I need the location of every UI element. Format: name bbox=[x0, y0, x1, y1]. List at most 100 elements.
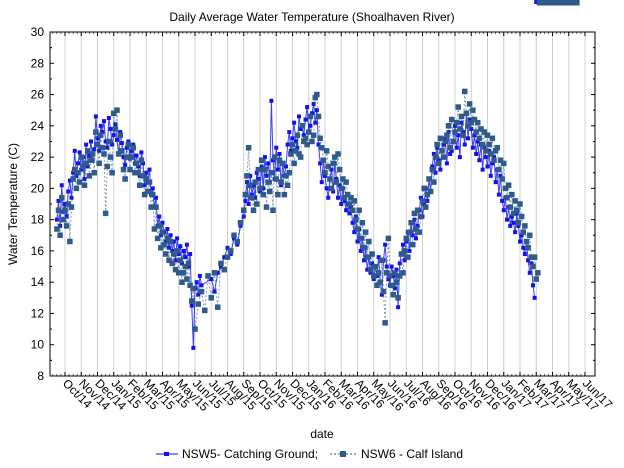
data-point bbox=[410, 241, 416, 248]
data-point bbox=[310, 111, 314, 116]
data-point bbox=[63, 202, 67, 206]
data-point bbox=[237, 220, 244, 226]
data-point bbox=[106, 116, 111, 120]
data-point bbox=[344, 208, 349, 213]
data-point bbox=[286, 169, 292, 176]
data-point bbox=[115, 137, 119, 142]
data-point bbox=[70, 176, 76, 182]
data-point bbox=[119, 148, 125, 154]
data-point bbox=[462, 88, 468, 95]
data-point bbox=[98, 123, 103, 128]
data-point bbox=[222, 255, 227, 260]
data-point bbox=[93, 129, 99, 135]
data-point bbox=[275, 191, 281, 198]
data-point bbox=[109, 169, 115, 176]
data-point bbox=[130, 144, 136, 151]
data-point bbox=[235, 242, 240, 247]
x-axis: Oct/14Nov/14Dec/14Jan/15Feb/15Mar/15Apr/… bbox=[52, 32, 615, 414]
data-point bbox=[112, 126, 119, 132]
data-point bbox=[368, 270, 373, 275]
data-point bbox=[145, 188, 151, 195]
data-point bbox=[246, 202, 251, 206]
data-point bbox=[522, 223, 528, 229]
data-point bbox=[424, 191, 431, 198]
data-point bbox=[111, 110, 117, 117]
data-point bbox=[212, 289, 217, 294]
data-point bbox=[137, 182, 143, 188]
data-point bbox=[366, 238, 372, 245]
data-point bbox=[324, 186, 329, 191]
data-point bbox=[372, 263, 379, 270]
data-point bbox=[75, 169, 81, 176]
data-point bbox=[169, 260, 175, 267]
data-point bbox=[500, 198, 505, 203]
data-point bbox=[189, 303, 194, 308]
data-point bbox=[293, 139, 298, 144]
data-point bbox=[317, 135, 323, 142]
data-point bbox=[389, 264, 394, 269]
data-point bbox=[158, 233, 163, 238]
data-point bbox=[382, 320, 388, 326]
gridlines bbox=[64, 32, 586, 376]
data-point bbox=[312, 94, 318, 101]
data-point bbox=[74, 173, 79, 178]
data-point bbox=[492, 155, 496, 160]
data-point bbox=[477, 158, 482, 163]
data-point bbox=[449, 116, 455, 123]
data-point bbox=[115, 151, 122, 157]
data-point bbox=[375, 270, 382, 276]
data-point bbox=[379, 257, 385, 264]
data-point bbox=[422, 202, 427, 206]
data-point bbox=[211, 270, 218, 276]
data-point bbox=[189, 298, 195, 304]
data-point bbox=[180, 261, 184, 266]
y-tick-label: 24 bbox=[31, 119, 45, 133]
data-point bbox=[447, 144, 453, 151]
data-point bbox=[350, 220, 355, 225]
data-point bbox=[462, 142, 467, 147]
data-point bbox=[383, 242, 388, 247]
data-point bbox=[157, 214, 162, 219]
data-point bbox=[336, 195, 340, 200]
data-point bbox=[493, 180, 498, 185]
data-point bbox=[475, 139, 480, 144]
data-point bbox=[228, 252, 233, 257]
data-point bbox=[269, 98, 274, 103]
data-point bbox=[498, 173, 503, 178]
data-point bbox=[57, 232, 63, 239]
data-point bbox=[519, 233, 524, 238]
data-point bbox=[450, 138, 457, 145]
data-point bbox=[361, 245, 367, 251]
data-point bbox=[111, 133, 116, 138]
data-point bbox=[518, 239, 522, 244]
data-point bbox=[342, 198, 347, 203]
data-point bbox=[68, 204, 75, 210]
data-point bbox=[333, 179, 340, 185]
legend-label-nsw6: NSW6 - Calf Island bbox=[361, 447, 463, 461]
data-point bbox=[433, 170, 438, 175]
data-point bbox=[472, 133, 477, 138]
data-point bbox=[309, 138, 315, 145]
data-point bbox=[118, 130, 123, 135]
data-point bbox=[291, 160, 297, 167]
data-point bbox=[314, 108, 319, 113]
data-point bbox=[401, 248, 408, 254]
data-point bbox=[384, 264, 389, 269]
y-tick-label: 8 bbox=[37, 369, 44, 383]
data-point bbox=[221, 266, 227, 273]
x-axis-label: date bbox=[310, 427, 334, 441]
data-point bbox=[392, 286, 397, 291]
data-point bbox=[59, 183, 64, 188]
data-point bbox=[429, 166, 435, 173]
data-point bbox=[474, 151, 479, 156]
data-point bbox=[397, 273, 403, 279]
data-point bbox=[249, 194, 255, 201]
data-point bbox=[497, 157, 504, 163]
y-tick-label: 28 bbox=[31, 56, 45, 70]
data-point bbox=[278, 179, 284, 185]
data-point bbox=[337, 183, 342, 188]
data-point bbox=[178, 244, 183, 249]
data-point bbox=[166, 257, 172, 264]
data-point bbox=[362, 258, 366, 263]
data-point bbox=[325, 163, 331, 170]
